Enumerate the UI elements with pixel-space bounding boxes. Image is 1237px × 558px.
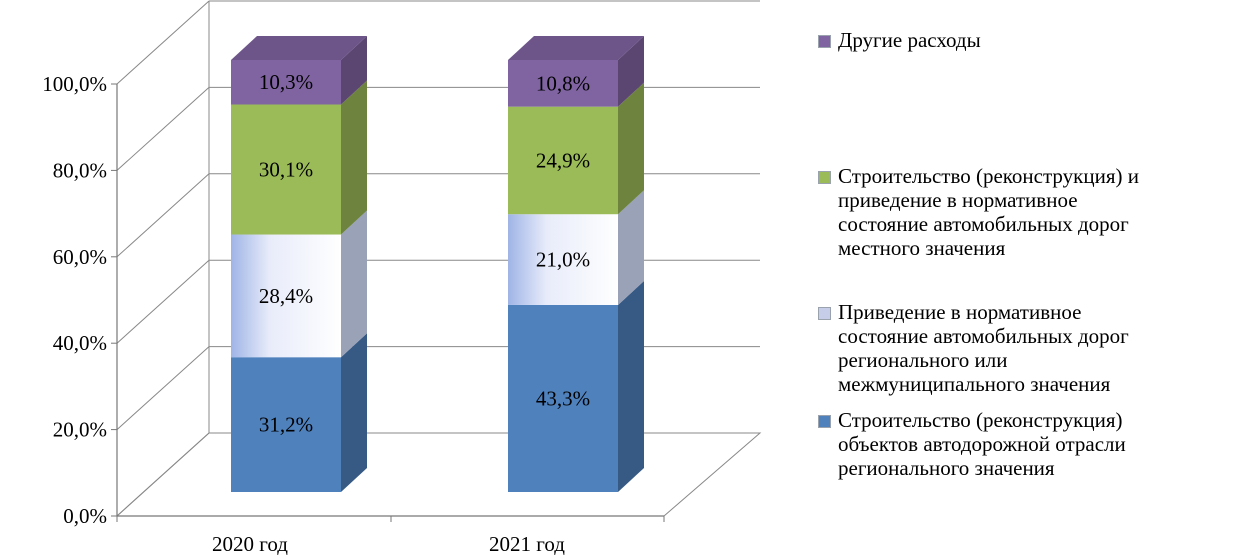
- legend-label-local-roads: Строительство (реконструкция) и приведен…: [838, 164, 1139, 260]
- bar-2020-s2: [231, 104, 341, 235]
- x-tick-label: 2021 год: [489, 532, 565, 556]
- bar-side-2021-s2: [618, 82, 644, 215]
- legend-label-construction: Строительство (реконструкция) объектов а…: [838, 408, 1126, 480]
- y-tick-label: 0,0%: [63, 504, 107, 528]
- data-label-2020-s1: 28,4%: [259, 284, 313, 308]
- bar-side-2020-s3: [341, 36, 367, 105]
- bar-side-2020-s2: [341, 80, 367, 235]
- data-label-2021-s0: 43,3%: [536, 386, 590, 410]
- legend-label-regional-roads: Приведение в нормативное состояние автом…: [838, 300, 1129, 396]
- chart-floor: [115, 432, 762, 517]
- legend-swatch-local-roads: [818, 171, 831, 184]
- legend-item-regional-roads: Приведение в нормативное состояние автом…: [816, 300, 1226, 396]
- y-tick-label: 20,0%: [53, 418, 107, 442]
- bar-2021-s3: [508, 60, 618, 107]
- bar-side-2021-s0: [618, 280, 644, 492]
- bar-side-2021-s1: [618, 190, 644, 305]
- y-tick-label: 40,0%: [53, 331, 107, 355]
- y-tick-label: 100,0%: [42, 72, 107, 96]
- bar-top-2021: [508, 36, 644, 60]
- bar-2020-s1: [231, 234, 341, 358]
- data-label-2020-s3: 10,3%: [259, 70, 313, 94]
- y-tick-label: 60,0%: [53, 245, 107, 269]
- gridline-side: [116, 0, 210, 85]
- legend-item-other: Другие расходы: [816, 28, 1226, 52]
- bar-side-2020-s1: [341, 210, 367, 358]
- y-tick-label: 80,0%: [53, 158, 107, 182]
- legend-swatch-construction: [818, 415, 831, 428]
- bar-2021-s1: [508, 214, 618, 305]
- gridline-side: [116, 87, 210, 171]
- bar-2020-s3: [231, 60, 341, 105]
- legend-item-local-roads: Строительство (реконструкция) и приведен…: [816, 164, 1226, 260]
- bar-2020-s0: [231, 357, 341, 492]
- bar-side-2021-s3: [618, 36, 644, 107]
- bar-top-2020: [231, 36, 367, 60]
- data-label-2020-s2: 30,1%: [259, 158, 313, 182]
- data-label-2020-s0: 31,2%: [259, 413, 313, 437]
- legend-swatch-other: [818, 35, 831, 48]
- bar-2021-s0: [508, 304, 618, 492]
- data-label-2021-s3: 10,8%: [536, 71, 590, 95]
- gridline-side: [116, 259, 210, 344]
- gridline-side: [116, 346, 210, 430]
- data-label-2021-s2: 24,9%: [536, 148, 590, 172]
- legend-label-other: Другие расходы: [838, 28, 981, 52]
- gridline-side: [116, 173, 210, 258]
- data-label-2021-s1: 21,0%: [536, 248, 590, 272]
- bar-side-2020-s0: [341, 333, 367, 492]
- x-tick-label: 2020 год: [212, 532, 288, 556]
- bar-2021-s2: [508, 106, 618, 215]
- legend-swatch-regional-roads: [818, 307, 831, 320]
- legend-item-construction: Строительство (реконструкция) объектов а…: [816, 408, 1226, 480]
